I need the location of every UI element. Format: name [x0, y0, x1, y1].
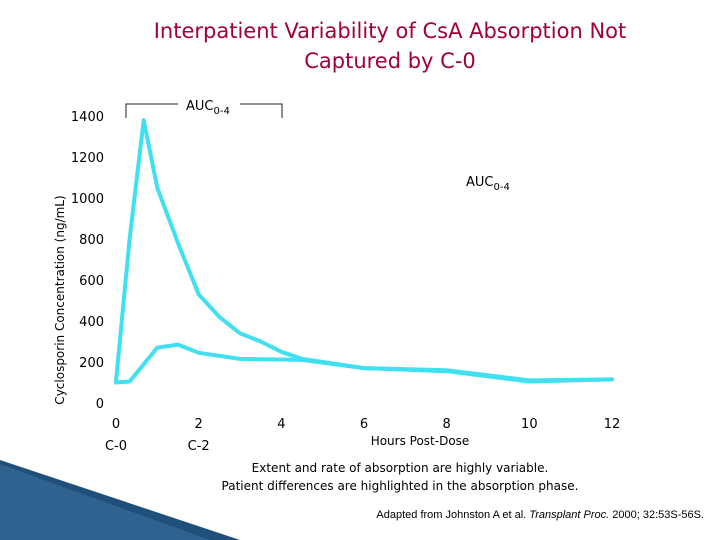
slide-title: Interpatient Variability of CsA Absorpti…: [100, 16, 680, 76]
note-line-1: Extent and rate of absorption are highly…: [251, 461, 549, 475]
x-tick-label: 10: [521, 417, 538, 432]
y-tick-label: 1000: [71, 192, 104, 207]
note-line-2: Patient differences are highlighted in t…: [221, 479, 579, 493]
citation: Adapted from Johnston A et al. Transplan…: [376, 509, 704, 521]
corner-band-light: [0, 464, 210, 540]
x-axis-title: Hours Post-Dose: [371, 434, 470, 448]
series-lines: [114, 118, 614, 385]
x-tick-label: 12: [604, 417, 621, 432]
corner-decoration: [0, 460, 240, 540]
x-tick-label: 4: [277, 417, 285, 432]
series-line-2: [114, 342, 614, 385]
series-line-1: [114, 118, 614, 384]
x-tick-labels: 0 2 4 6 8 10 12: [112, 417, 620, 432]
x-tick-label: 6: [360, 417, 368, 432]
citation-prefix: Adapted from Johnston A et al.: [376, 509, 527, 521]
y-tick-label: 200: [79, 356, 104, 371]
y-tick-label: 400: [79, 315, 104, 330]
y-axis-title: Cyclosporin Concentration (ng/mL): [53, 195, 67, 404]
title-line-1: Interpatient Variability of CsA Absorpti…: [153, 19, 627, 43]
x-sub-label: C-0: [105, 439, 127, 454]
y-tick-labels: 0 200 400 600 800 1000 1200 1400: [71, 110, 104, 412]
auc-top-main: AUC: [186, 99, 214, 114]
auc-right-sub: 0-4: [494, 182, 510, 193]
y-tick-label: 1200: [71, 151, 104, 166]
y-tick-label: 600: [79, 274, 104, 289]
auc-top-sub: 0-4: [214, 106, 230, 117]
auc-bracket: [125, 103, 283, 118]
x-sub-labels: C-0 C-2: [105, 439, 210, 454]
x-tick-label: 8: [443, 417, 451, 432]
y-tick-label: 0: [96, 397, 104, 412]
y-tick-label: 800: [79, 233, 104, 248]
auc-right-main: AUC: [466, 175, 494, 190]
citation-suffix: 2000; 32:53S-56S.: [612, 509, 704, 521]
x-tick-label: 2: [195, 417, 203, 432]
x-tick-label: 0: [112, 417, 120, 432]
citation-journal: Transplant Proc.: [529, 509, 610, 521]
title-line-2: Captured by C-0: [304, 49, 476, 73]
y-tick-label: 1400: [71, 110, 104, 125]
x-sub-label: C-2: [188, 439, 210, 454]
auc-label-top: AUC0-4: [186, 99, 230, 117]
auc-label-right: AUC0-4: [466, 175, 510, 193]
